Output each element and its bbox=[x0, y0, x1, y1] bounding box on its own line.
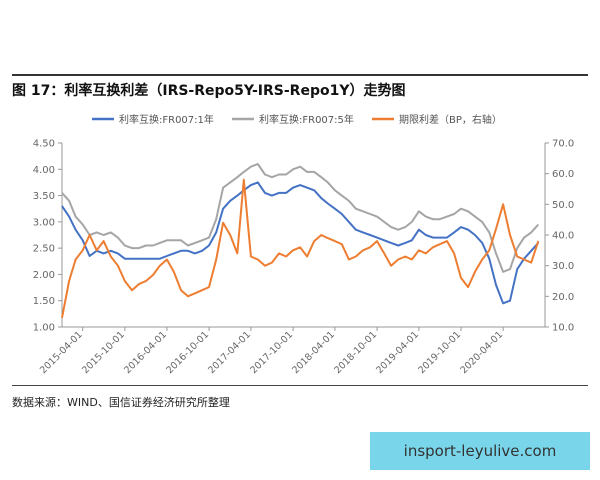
x-tick-label: 2015-10-01 bbox=[80, 329, 127, 376]
y-right-tick-label: 20.0 bbox=[552, 292, 574, 303]
x-tick-label: 2017-10-01 bbox=[248, 329, 295, 376]
y-left-tick-label: 3.50 bbox=[33, 191, 55, 202]
y-left-tick-label: 2.00 bbox=[33, 270, 55, 281]
title-top-rule bbox=[12, 74, 588, 76]
y-right-tick-label: 60.0 bbox=[552, 169, 574, 180]
x-tick-label: 2019-04-01 bbox=[374, 329, 421, 376]
figure-title: 图 17：利率互换利差（IRS-Repo5Y-IRS-Repo1Y）走势图 bbox=[12, 83, 406, 99]
x-tick-label: 2019-10-01 bbox=[416, 329, 463, 376]
legend-label: 利率互换:FR007:5年 bbox=[259, 113, 354, 126]
y-left-tick-label: 3.00 bbox=[33, 217, 55, 228]
x-tick-label: 2017-04-01 bbox=[206, 329, 253, 376]
x-tick-label: 2020-04-01 bbox=[458, 329, 505, 376]
line-chart: 1.00 1.50 2.00 2.50 3.00 3.50 4.00 4.50 10.0 20.0… bbox=[33, 113, 575, 376]
x-tick-label: 2016-10-01 bbox=[164, 329, 211, 376]
y-left-tick-label: 1.50 bbox=[33, 296, 55, 307]
series-line-2 bbox=[61, 163, 540, 273]
source-note: 数据来源：WIND、国信证券经济研究所整理 bbox=[12, 396, 230, 409]
y-right-tick-label: 70.0 bbox=[552, 139, 574, 150]
y-left-tick-label: 2.50 bbox=[33, 244, 55, 255]
y-right-tick-label: 40.0 bbox=[552, 231, 574, 242]
legend-label: 期限利差（BP，右轴） bbox=[399, 113, 502, 126]
y-left-tick-label: 4.50 bbox=[33, 139, 55, 150]
y-right-tick-label: 10.0 bbox=[552, 323, 574, 334]
x-tick-label: 2016-04-01 bbox=[122, 329, 169, 376]
y-left-tick-label: 1.00 bbox=[33, 323, 55, 334]
x-tick-label: 2018-04-01 bbox=[290, 329, 337, 376]
y-right-tick-label: 50.0 bbox=[552, 200, 574, 211]
watermark-banner: insport-leyulive.com bbox=[370, 432, 590, 470]
watermark-text: insport-leyulive.com bbox=[403, 442, 557, 460]
x-tick-label: 2015-04-01 bbox=[38, 329, 85, 376]
source-top-rule bbox=[12, 385, 588, 386]
y-left-tick-label: 4.00 bbox=[33, 165, 55, 176]
legend-label: 利率互换:FR007:1年 bbox=[119, 113, 214, 126]
x-tick-label: 2018-10-01 bbox=[332, 329, 379, 376]
y-right-tick-label: 30.0 bbox=[552, 261, 574, 272]
series-line-3 bbox=[61, 178, 540, 318]
series-line-1 bbox=[61, 181, 540, 305]
